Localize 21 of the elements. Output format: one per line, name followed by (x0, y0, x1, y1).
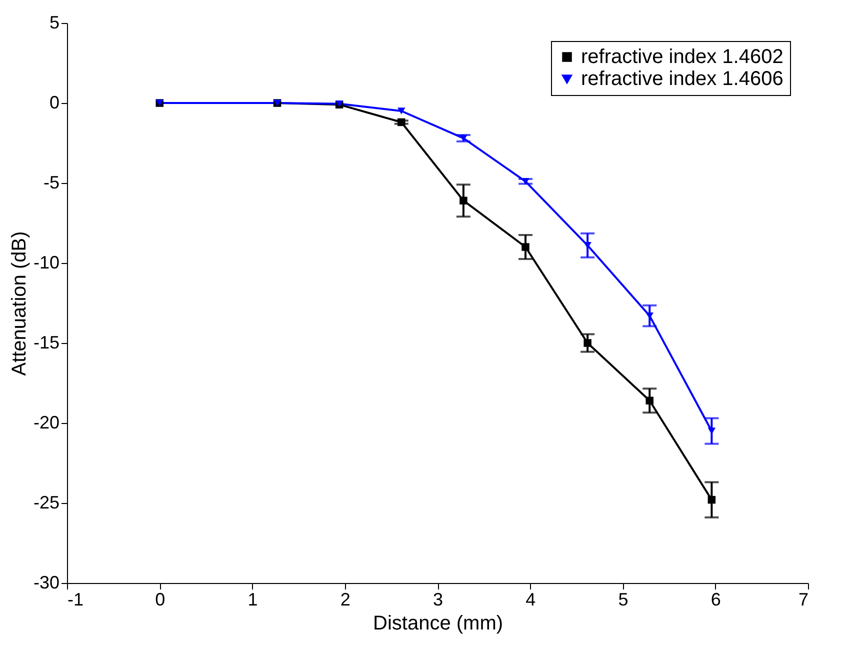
y-tick-label: -30 (33, 572, 60, 592)
x-axis-title: Distance (mm) (372, 612, 504, 634)
y-tick-label: 0 (49, 92, 60, 112)
y-tick-label: -20 (33, 412, 60, 432)
x-tick-label: 5 (618, 590, 628, 610)
y-axis-title: Attenuation (dB) (8, 231, 30, 376)
y-tick-label: -15 (33, 332, 60, 352)
x-tick-label: 7 (798, 590, 808, 610)
x-tick-label: 2 (340, 590, 350, 610)
x-tick-label: 6 (710, 590, 721, 610)
y-tick-label: -10 (33, 252, 60, 272)
y-tick-label: -5 (43, 172, 60, 192)
y-tick-label: 5 (49, 12, 60, 32)
x-tick-label: -1 (68, 590, 84, 610)
x-tick-label: 0 (155, 590, 166, 610)
x-tick-label: 4 (526, 590, 536, 610)
legend-label: refractive index 1.4606 (581, 68, 784, 90)
legend-label: refractive index 1.4602 (581, 46, 784, 68)
x-tick-label: 3 (432, 590, 444, 610)
y-tick-label: -25 (33, 492, 60, 512)
x-tick-label: 1 (248, 590, 258, 610)
